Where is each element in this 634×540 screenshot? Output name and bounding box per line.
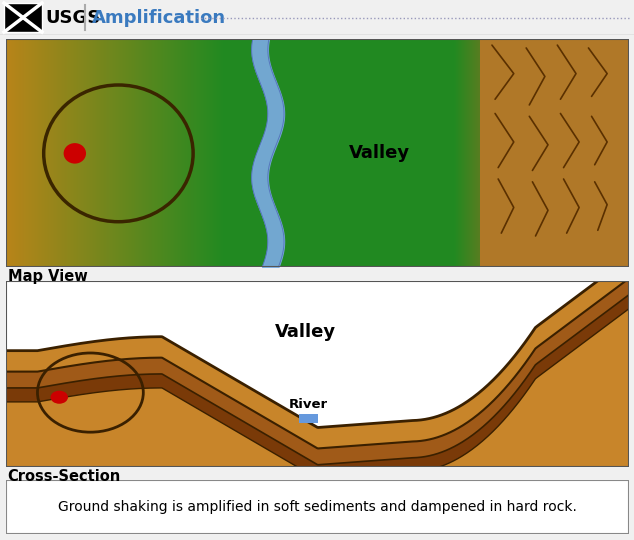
Text: Valley: Valley	[349, 144, 410, 163]
Bar	[4, 3, 42, 32]
Text: Map View: Map View	[8, 269, 87, 284]
Text: Ground shaking is amplified in soft sediments and dampened in hard rock.: Ground shaking is amplified in soft sedi…	[58, 500, 577, 514]
Circle shape	[63, 143, 86, 164]
Text: River: River	[288, 398, 328, 411]
Text: Cross-Section: Cross-Section	[8, 469, 121, 484]
Circle shape	[51, 391, 68, 404]
Bar	[299, 414, 318, 422]
Text: Valley: Valley	[275, 323, 336, 341]
Text: USGS: USGS	[45, 9, 100, 26]
Bar	[479, 39, 629, 267]
Bar	[4, 3, 42, 32]
Text: Amplification: Amplification	[92, 9, 226, 26]
